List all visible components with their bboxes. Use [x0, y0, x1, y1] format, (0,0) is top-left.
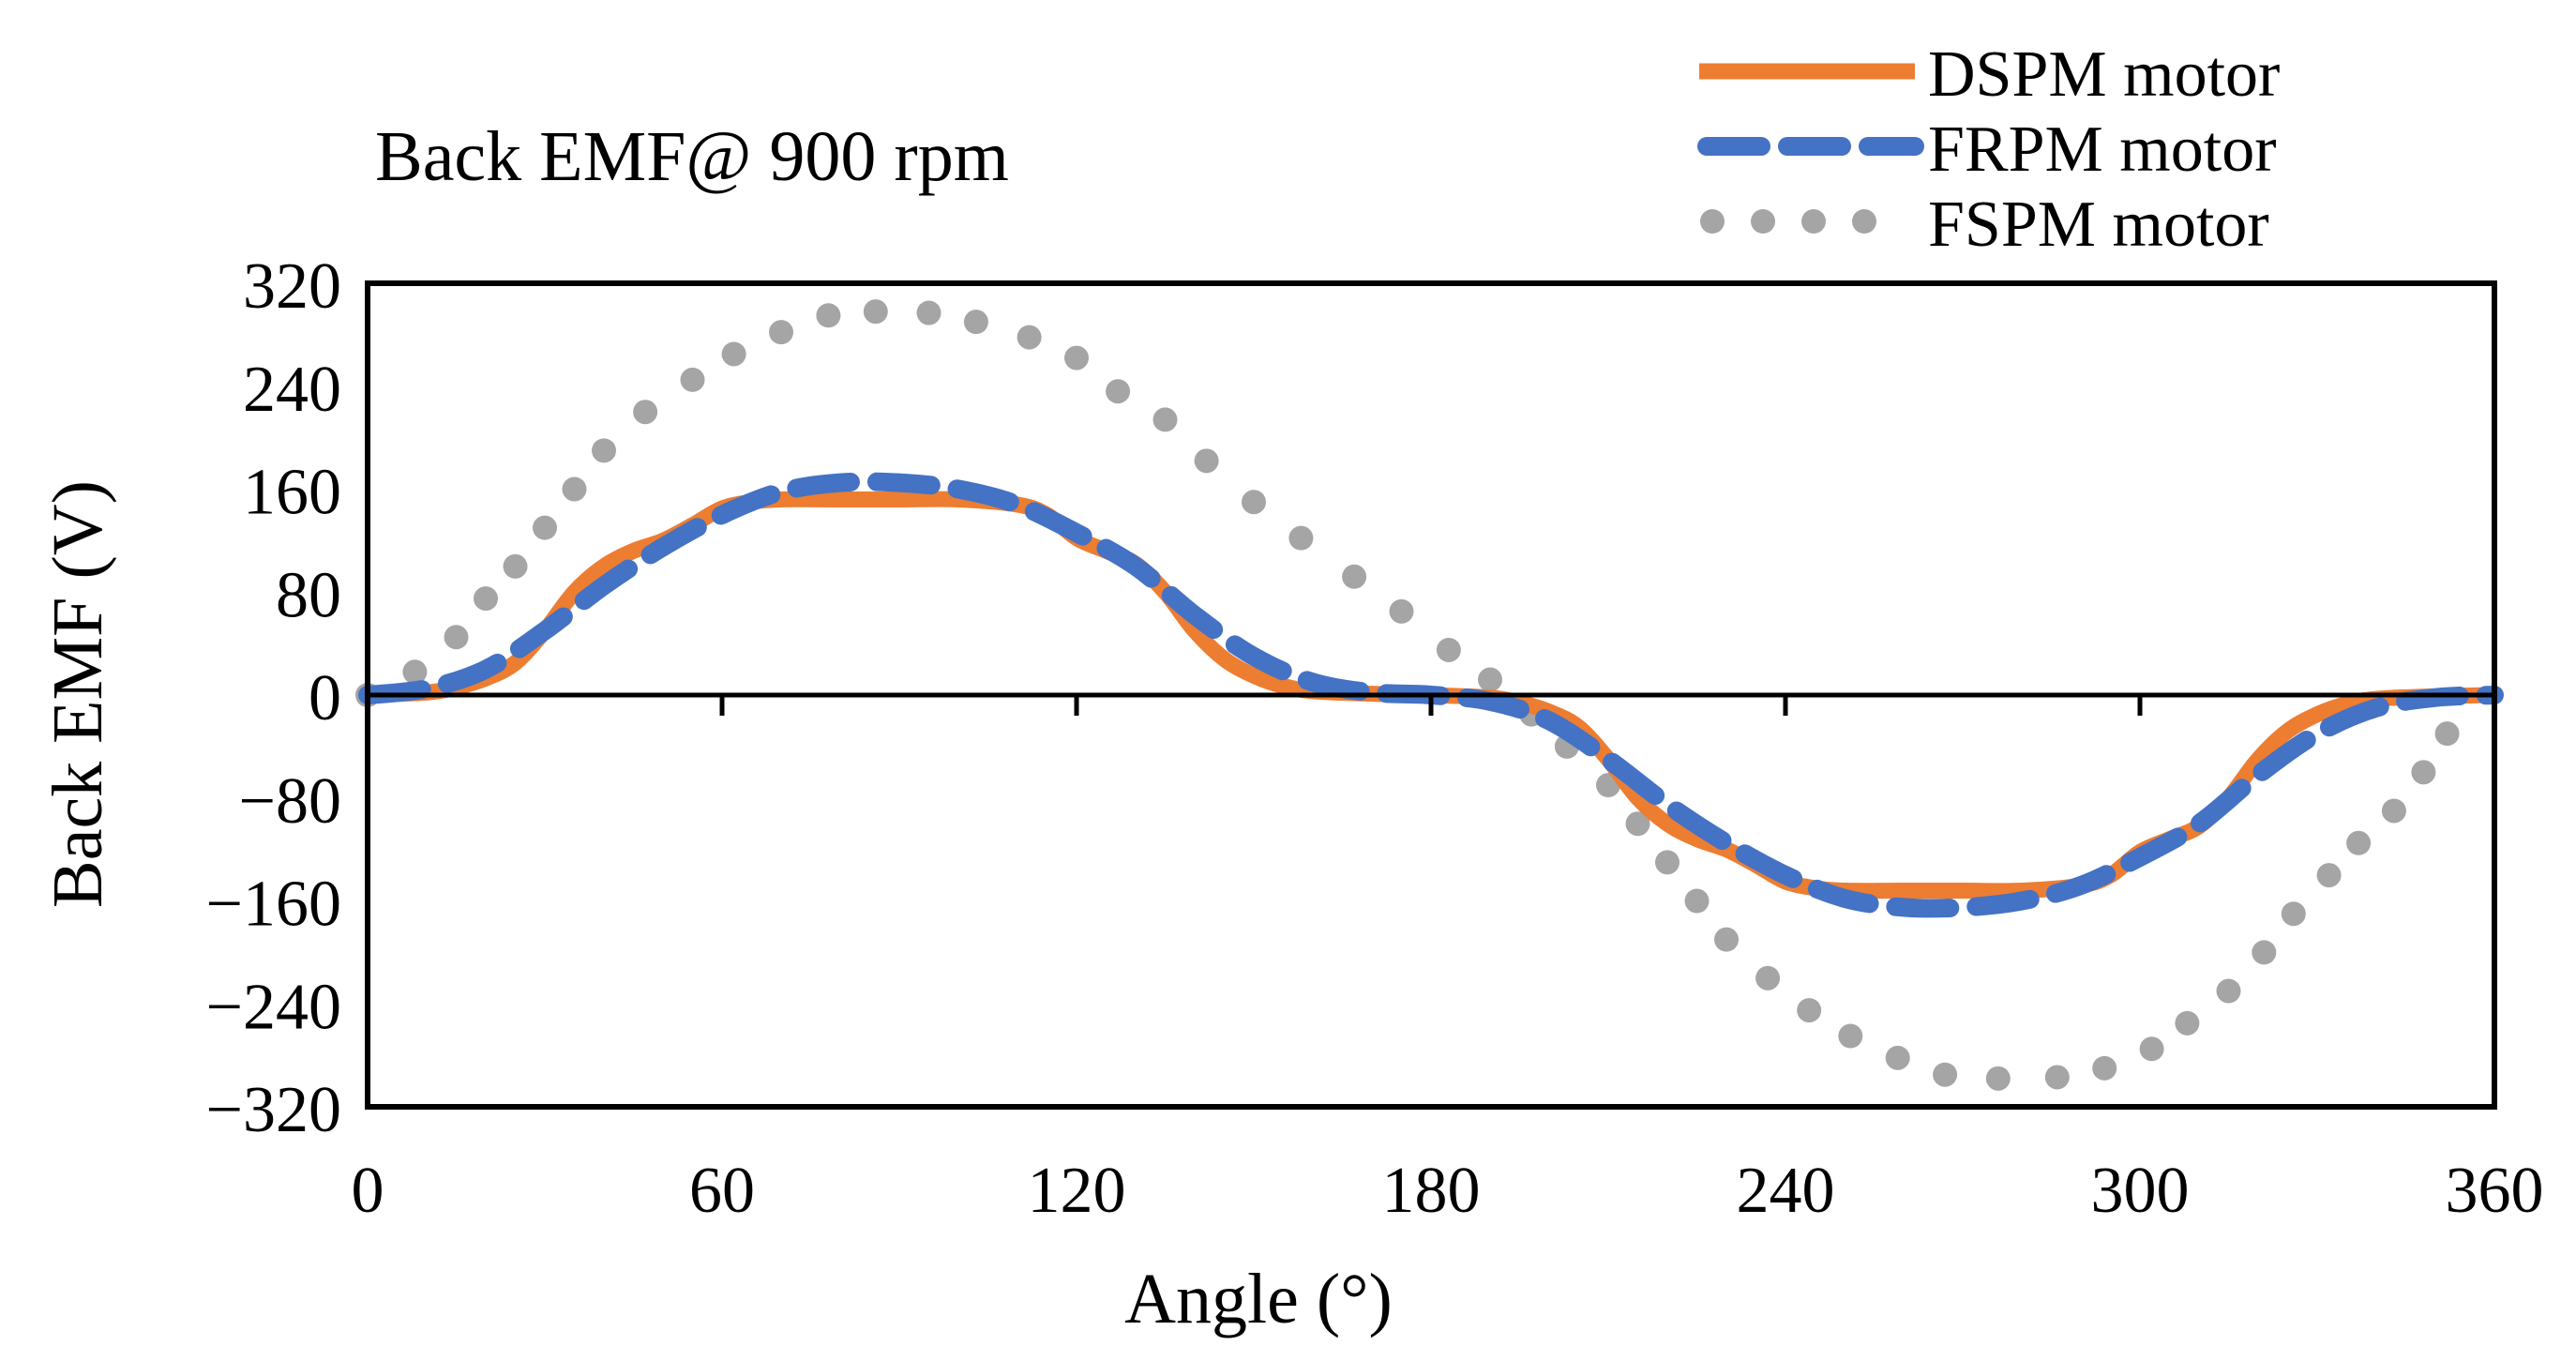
data-point — [1017, 325, 1042, 350]
data-point — [769, 320, 793, 345]
data-point — [2044, 1065, 2070, 1090]
y-tick-label: 240 — [243, 354, 341, 426]
data-point — [474, 586, 498, 612]
data-point — [816, 303, 841, 328]
data-point — [444, 625, 469, 650]
data-point — [1478, 667, 1502, 692]
y-tick-label: 160 — [243, 457, 341, 529]
legend-label: FRPM motor — [1928, 113, 2277, 186]
data-point — [916, 300, 942, 325]
y-tick-label: −320 — [206, 1074, 341, 1146]
data-point — [1714, 927, 1739, 952]
chart-title: Back EMF@ 900 rpm — [375, 117, 1009, 196]
data-point — [2411, 760, 2436, 785]
data-point — [2434, 721, 2460, 747]
data-point — [2092, 1055, 2117, 1081]
y-tick-labels: 320 240 160 80 0 −80 −160 −240 −320 — [206, 250, 341, 1146]
data-point — [2346, 830, 2372, 855]
data-point — [1755, 965, 1781, 991]
y-tick-label: −240 — [206, 971, 341, 1043]
y-axis-label: Back EMF (V) — [38, 480, 117, 908]
legend-swatch-dot — [1700, 209, 1725, 234]
data-point — [503, 553, 528, 579]
data-point — [1194, 448, 1219, 474]
data-point — [633, 400, 658, 425]
data-point — [2139, 1036, 2164, 1062]
data-point — [680, 367, 705, 392]
data-point — [533, 515, 557, 540]
legend-item: FRPM motor — [1697, 113, 2277, 186]
y-tick-label: 80 — [276, 559, 341, 631]
legend-swatch-dot — [1852, 209, 1876, 234]
y-tick-label: −160 — [206, 869, 341, 941]
y-tick-label: 0 — [309, 662, 341, 734]
plot-area-frame — [365, 280, 2497, 1110]
legend-swatch-dot — [1801, 209, 1826, 234]
data-point — [562, 476, 587, 502]
legend-swatch-dot — [1751, 209, 1775, 234]
y-tick-label: 320 — [243, 250, 341, 323]
data-point — [2252, 940, 2277, 965]
x-tick-label: 240 — [1737, 1155, 1835, 1227]
legend-label: FSPM motor — [1928, 189, 2269, 261]
data-point — [1064, 345, 1089, 370]
data-point — [1684, 888, 1710, 914]
data-point — [1838, 1023, 1863, 1049]
data-point — [2175, 1010, 2200, 1036]
data-point — [1436, 637, 1461, 662]
data-point — [2216, 978, 2241, 1004]
legend-item: FSPM motor — [1700, 189, 2269, 261]
data-point — [592, 438, 616, 463]
x-tick-label: 120 — [1028, 1155, 1126, 1227]
x-tick-labels: 0 60 120 180 240 300 360 — [352, 1155, 2544, 1227]
x-tick-label: 60 — [689, 1155, 755, 1227]
data-point — [2316, 863, 2342, 888]
data-point — [1885, 1045, 1910, 1070]
data-point — [1625, 811, 1650, 837]
data-point — [1242, 490, 1266, 515]
data-point — [1152, 407, 1178, 432]
data-point — [1985, 1066, 2011, 1091]
data-point — [1288, 525, 1314, 551]
legend-label: DSPM motor — [1928, 38, 2280, 111]
zero-axis-ticks — [719, 695, 2143, 716]
data-point — [1106, 379, 1131, 404]
data-point — [1655, 850, 1680, 875]
data-point — [721, 341, 746, 367]
data-point — [2281, 901, 2306, 927]
x-axis-label: Angle (°) — [1124, 1260, 1393, 1338]
data-point — [1389, 598, 1414, 624]
data-point — [2381, 798, 2406, 824]
series-fspm — [355, 299, 2460, 1091]
data-point — [1342, 564, 1367, 589]
y-tick-label: −80 — [239, 765, 341, 838]
x-tick-label: 180 — [1382, 1155, 1481, 1227]
x-tick-label: 300 — [2091, 1155, 2190, 1227]
data-point — [1933, 1062, 1958, 1087]
x-tick-label: 360 — [2446, 1155, 2544, 1227]
data-point — [402, 659, 428, 685]
data-point — [963, 310, 988, 335]
data-point — [863, 299, 888, 325]
legend-item: DSPM motor — [1699, 38, 2280, 111]
data-point — [1797, 998, 1822, 1023]
x-tick-label: 0 — [352, 1155, 384, 1227]
